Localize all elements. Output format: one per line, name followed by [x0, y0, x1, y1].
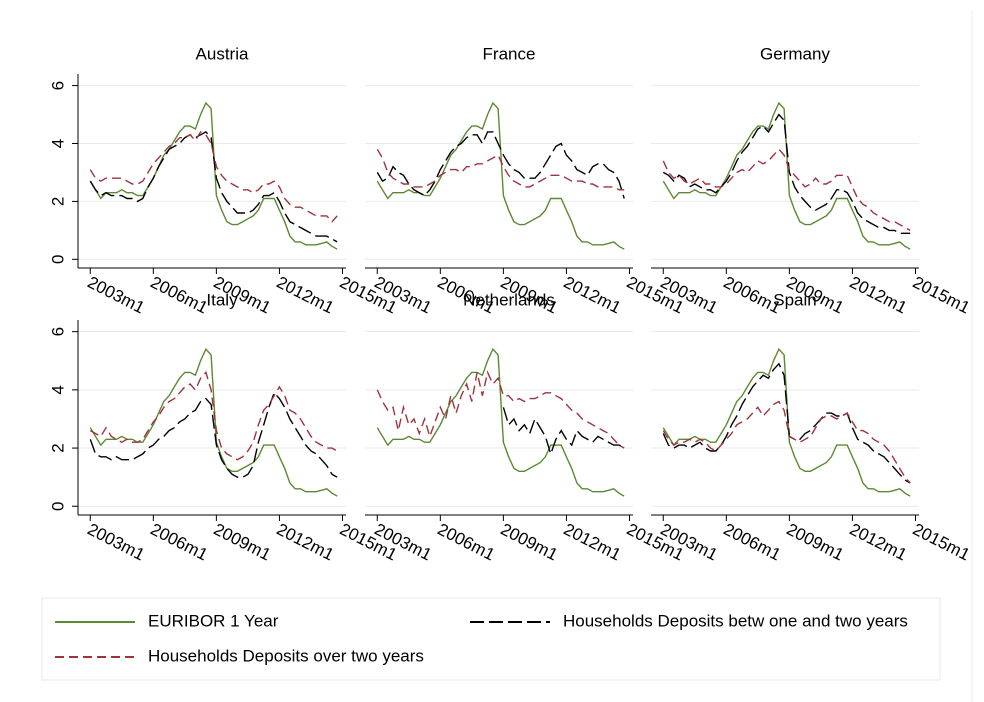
panel-title: Italy	[206, 290, 238, 309]
series-line	[662, 362, 911, 484]
legend-label: EURIBOR 1 Year	[148, 611, 279, 630]
series-line	[89, 371, 338, 461]
series-line	[376, 347, 625, 497]
series-line	[662, 148, 911, 232]
y-tick-label: 2	[48, 443, 67, 452]
series-line	[89, 391, 338, 478]
y-tick-label: 6	[48, 327, 67, 336]
series-line	[89, 130, 338, 223]
y-tick-label: 0	[48, 255, 67, 264]
panel-title: France	[483, 44, 536, 63]
panel-title: Spain	[773, 290, 816, 309]
series-line	[662, 400, 911, 484]
panel-title: Netherlands	[463, 290, 555, 309]
series-line	[89, 131, 338, 243]
y-tick-label: 0	[48, 502, 67, 511]
y-tick-label: 4	[48, 385, 67, 394]
legend-box	[41, 597, 941, 681]
panel-title: Austria	[196, 44, 249, 63]
panel-title: Germany	[760, 44, 830, 63]
y-tick-label: 2	[48, 197, 67, 206]
y-tick-label: 4	[48, 139, 67, 148]
y-tick-label: 6	[48, 81, 67, 90]
series-line	[376, 148, 625, 191]
series-line	[502, 407, 625, 457]
series-line	[376, 131, 625, 199]
legend-label: Households Deposits betw one and two yea…	[563, 611, 908, 630]
series-line	[662, 113, 911, 234]
series-line	[89, 347, 338, 497]
series-line	[376, 370, 625, 449]
legend-label: Households Deposits over two years	[148, 646, 424, 665]
